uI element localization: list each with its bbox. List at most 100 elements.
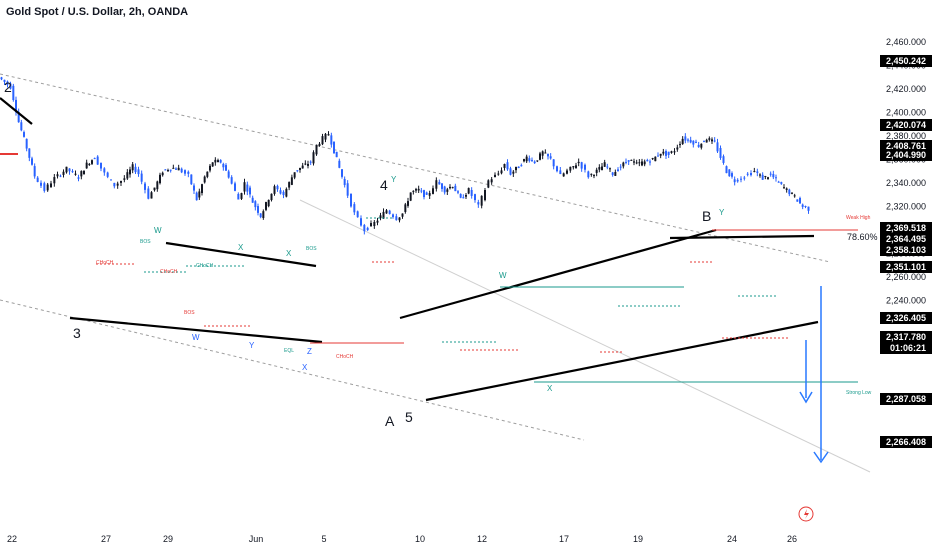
- trend-line: [425, 320, 819, 402]
- y-tick-label: 2,460.000: [886, 37, 926, 47]
- candle-body: [807, 206, 810, 211]
- candle-body: [335, 151, 338, 158]
- candle-body: [662, 151, 665, 154]
- candle-body: [134, 166, 137, 173]
- candle-body: [719, 147, 722, 158]
- candle-body: [630, 159, 633, 161]
- candle-body: [53, 177, 56, 184]
- candle-body: [801, 204, 804, 207]
- fib-label: 78.60%: [847, 232, 878, 242]
- price-tag-bg: [880, 331, 932, 343]
- candle-body: [465, 194, 467, 197]
- price-tag: 2,450.242: [880, 55, 932, 67]
- candle-body: [627, 160, 630, 162]
- candle-body: [113, 182, 116, 187]
- candle-body: [487, 180, 490, 188]
- candle-body: [420, 190, 423, 192]
- candle-body: [206, 171, 209, 177]
- candle-body: [370, 223, 372, 227]
- candle-body: [74, 173, 77, 175]
- candle-body: [733, 179, 736, 183]
- candle-body: [219, 160, 222, 163]
- candle-body: [290, 177, 293, 185]
- candle-body: [756, 171, 759, 173]
- candle-body: [547, 153, 549, 157]
- candles: [0, 76, 810, 235]
- candle-body: [654, 156, 657, 162]
- y-tick-label: 2,320.000: [886, 202, 926, 212]
- candle-body: [428, 193, 431, 196]
- wave-label: 2: [4, 79, 12, 95]
- candle-body: [536, 160, 539, 162]
- candle-body: [385, 210, 388, 214]
- candle-body: [288, 182, 291, 188]
- price-tag-text: 2,450.242: [886, 56, 926, 66]
- candle-body: [528, 158, 531, 161]
- candle-body: [227, 171, 230, 178]
- candle-body: [769, 173, 772, 175]
- candle-body: [169, 169, 172, 171]
- candle-body: [93, 158, 96, 160]
- candle-body: [552, 159, 555, 167]
- candle-body: [438, 181, 441, 185]
- x-tick-label: 10: [415, 534, 425, 544]
- candle-body: [609, 168, 611, 170]
- candle-body: [711, 139, 713, 142]
- candle-body: [520, 165, 523, 167]
- candle-body: [796, 199, 799, 202]
- candle-body: [153, 187, 156, 191]
- trend-line: [399, 228, 717, 320]
- candle-body: [454, 185, 457, 192]
- candle-body: [234, 183, 236, 191]
- candle-body: [606, 166, 609, 168]
- trend-line: [669, 234, 815, 240]
- candle-body: [330, 135, 333, 145]
- candle-body: [187, 171, 190, 174]
- candle-body: [243, 182, 246, 192]
- price-tag-bg: [880, 233, 932, 245]
- candle-body: [333, 141, 335, 154]
- candle-body: [259, 213, 262, 218]
- candle-body: [793, 195, 796, 197]
- candle-body: [193, 185, 195, 191]
- candle-body: [643, 161, 646, 165]
- x-tick-label: 19: [633, 534, 643, 544]
- channel-lower: [0, 299, 585, 441]
- candle-body: [126, 172, 129, 179]
- trend-line: [0, 97, 33, 125]
- lightning-icon[interactable]: [798, 506, 814, 522]
- candle-body: [161, 172, 164, 176]
- candle-body: [144, 183, 146, 190]
- teal-label: X: [286, 249, 292, 258]
- y-tick-label: 2,260.000: [886, 272, 926, 282]
- candle-body: [318, 143, 321, 146]
- candle-body: [566, 170, 568, 174]
- price-tag-text: 2,369.518: [886, 223, 926, 233]
- candle-body: [415, 189, 417, 191]
- candle-body: [697, 144, 700, 147]
- teal-label: W: [499, 271, 507, 280]
- candle-body: [195, 192, 198, 201]
- candle-body: [401, 213, 404, 217]
- candle-body: [761, 174, 764, 180]
- candle-body: [123, 178, 126, 180]
- candle-body: [392, 214, 394, 218]
- teal-label: Y: [719, 208, 725, 217]
- candle-body: [131, 164, 134, 171]
- price-tag: 01:06:21: [880, 342, 932, 354]
- candle-body: [700, 143, 703, 148]
- candle-body: [622, 162, 625, 167]
- candle-body: [77, 177, 80, 179]
- candle-body: [783, 187, 785, 189]
- candle-body: [309, 161, 312, 163]
- wave-label: B: [702, 208, 711, 224]
- candle-body: [50, 183, 52, 188]
- candle-body: [225, 165, 227, 171]
- blue-label: W: [192, 333, 200, 342]
- candle-body: [780, 182, 783, 184]
- wave-label: A: [385, 413, 395, 429]
- candle-body: [180, 168, 183, 173]
- candle-body: [56, 174, 59, 177]
- candle-body: [417, 188, 420, 191]
